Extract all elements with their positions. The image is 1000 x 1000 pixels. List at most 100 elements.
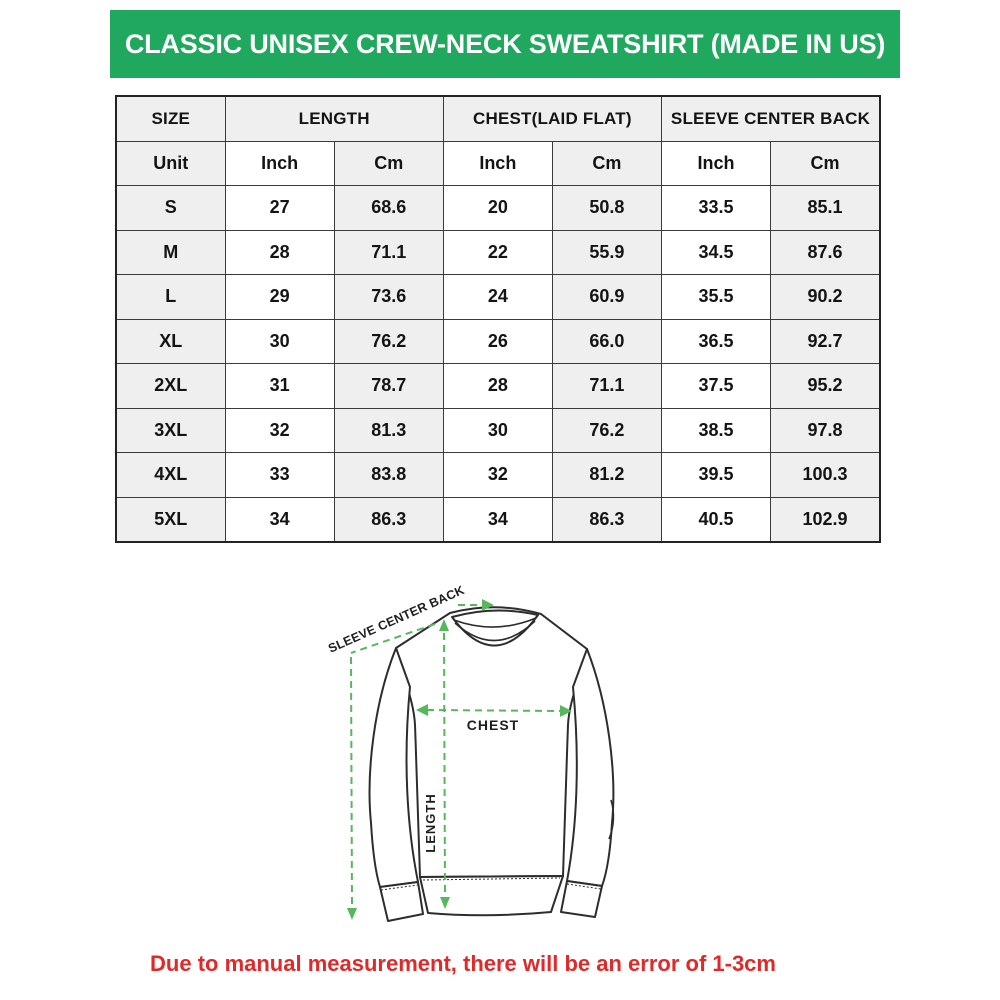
right-cuff-seam bbox=[566, 883, 602, 890]
right-sleeve-crease bbox=[608, 799, 615, 840]
value-cell: 37.5 bbox=[660, 363, 772, 409]
value-cell: 86.3 bbox=[333, 496, 444, 543]
unit-cell: Cm bbox=[551, 140, 662, 186]
size-cell: L bbox=[115, 274, 226, 320]
unit-cell: Inch bbox=[224, 140, 335, 186]
size-table: SIZE LENGTH CHEST(LAID FLAT) SLEEVE CENT… bbox=[115, 95, 881, 543]
value-cell: 92.7 bbox=[770, 318, 881, 364]
value-cell: 34 bbox=[442, 496, 553, 543]
value-cell: 31 bbox=[224, 363, 335, 409]
value-cell: 71.1 bbox=[551, 363, 662, 409]
value-cell: 27 bbox=[224, 185, 335, 231]
value-cell: 29 bbox=[224, 274, 335, 320]
unit-cell: Cm bbox=[333, 140, 444, 186]
unit-cell: Inch bbox=[442, 140, 553, 186]
value-cell: 87.6 bbox=[770, 229, 881, 275]
value-cell: 102.9 bbox=[770, 496, 881, 543]
size-cell: M bbox=[115, 229, 226, 275]
col-header-sleeve-center-back: SLEEVE CENTER BACK bbox=[660, 95, 881, 142]
size-cell: S bbox=[115, 185, 226, 231]
sweatshirt-waistband bbox=[419, 875, 564, 917]
size-cell: 4XL bbox=[115, 452, 226, 498]
value-cell: 83.8 bbox=[333, 452, 444, 498]
right-sleeve bbox=[566, 648, 615, 887]
value-cell: 76.2 bbox=[551, 407, 662, 453]
table-row: 5XL 34 86.3 34 86.3 40.5 102.9 bbox=[115, 496, 881, 543]
left-sleeve bbox=[368, 647, 419, 888]
value-cell: 39.5 bbox=[660, 452, 772, 498]
value-cell: 36.5 bbox=[660, 318, 772, 364]
table-row: S 27 68.6 20 50.8 33.5 85.1 bbox=[115, 185, 881, 231]
unit-cell: Cm bbox=[770, 140, 881, 186]
crew-neck-collar bbox=[451, 609, 539, 647]
diagram-label-chest: CHEST bbox=[467, 717, 519, 733]
table-unit-row: Unit Inch Cm Inch Cm Inch Cm bbox=[115, 140, 881, 186]
value-cell: 22 bbox=[442, 229, 553, 275]
length-arrow bbox=[439, 619, 450, 909]
value-cell: 50.8 bbox=[551, 185, 662, 231]
unit-cell: Unit bbox=[115, 140, 226, 186]
value-cell: 55.9 bbox=[551, 229, 662, 275]
table-row: 4XL 33 83.8 32 81.2 39.5 100.3 bbox=[115, 452, 881, 498]
title-banner: CLASSIC UNISEX CREW-NECK SWEATSHIRT (MAD… bbox=[110, 10, 900, 78]
value-cell: 33.5 bbox=[660, 185, 772, 231]
value-cell: 38.5 bbox=[660, 407, 772, 453]
value-cell: 34 bbox=[224, 496, 335, 543]
waistband-seam bbox=[422, 877, 561, 881]
value-cell: 76.2 bbox=[333, 318, 444, 364]
collar-rib-line-2 bbox=[454, 620, 536, 642]
value-cell: 73.6 bbox=[333, 274, 444, 320]
table-row: 2XL 31 78.7 28 71.1 37.5 95.2 bbox=[115, 363, 881, 409]
value-cell: 71.1 bbox=[333, 229, 444, 275]
value-cell: 97.8 bbox=[770, 407, 881, 453]
value-cell: 90.2 bbox=[770, 274, 881, 320]
right-cuff bbox=[560, 880, 603, 918]
measurement-error-note: Due to manual measurement, there will be… bbox=[150, 951, 776, 976]
value-cell: 81.2 bbox=[551, 452, 662, 498]
value-cell: 60.9 bbox=[551, 274, 662, 320]
value-cell: 66.0 bbox=[551, 318, 662, 364]
value-cell: 85.1 bbox=[770, 185, 881, 231]
value-cell: 100.3 bbox=[770, 452, 881, 498]
value-cell: 28 bbox=[224, 229, 335, 275]
value-cell: 86.3 bbox=[551, 496, 662, 543]
value-cell: 81.3 bbox=[333, 407, 444, 453]
left-cuff bbox=[379, 881, 424, 922]
chest-arrow bbox=[416, 704, 572, 717]
value-cell: 32 bbox=[224, 407, 335, 453]
size-cell: XL bbox=[115, 318, 226, 364]
size-diagram: SLEEVE CENTER BACK CHEST LENGTH bbox=[326, 583, 615, 922]
value-cell: 24 bbox=[442, 274, 553, 320]
value-cell: 20 bbox=[442, 185, 553, 231]
page-title: CLASSIC UNISEX CREW-NECK SWEATSHIRT (MAD… bbox=[124, 28, 886, 59]
col-header-size: SIZE bbox=[115, 95, 226, 142]
value-cell: 34.5 bbox=[660, 229, 772, 275]
value-cell: 95.2 bbox=[770, 363, 881, 409]
size-table-body: S 27 68.6 20 50.8 33.5 85.1 M 28 71.1 22 55.9 34.5 87… bbox=[115, 185, 881, 543]
value-cell: 32 bbox=[442, 452, 553, 498]
value-cell: 78.7 bbox=[333, 363, 444, 409]
value-cell: 26 bbox=[442, 318, 553, 364]
diagram-label-length: LENGTH bbox=[423, 793, 438, 852]
size-cell: 3XL bbox=[115, 407, 226, 453]
value-cell: 28 bbox=[442, 363, 553, 409]
value-cell: 68.6 bbox=[333, 185, 444, 231]
table-row: XL 30 76.2 26 66.0 36.5 92.7 bbox=[115, 318, 881, 364]
value-cell: 40.5 bbox=[660, 496, 772, 543]
value-cell: 30 bbox=[442, 407, 553, 453]
table-row: M 28 71.1 22 55.9 34.5 87.6 bbox=[115, 229, 881, 275]
value-cell: 33 bbox=[224, 452, 335, 498]
sleeve-center-back-arrow bbox=[347, 599, 494, 920]
table-row: 3XL 32 81.3 30 76.2 38.5 97.8 bbox=[115, 407, 881, 453]
unit-cell: Inch bbox=[660, 140, 772, 186]
size-cell: 2XL bbox=[115, 363, 226, 409]
col-header-chest: CHEST(LAID FLAT) bbox=[442, 95, 662, 142]
col-header-length: LENGTH bbox=[224, 95, 444, 142]
value-cell: 35.5 bbox=[660, 274, 772, 320]
table-row: L 29 73.6 24 60.9 35.5 90.2 bbox=[115, 274, 881, 320]
table-group-header-row: SIZE LENGTH CHEST(LAID FLAT) SLEEVE CENT… bbox=[115, 95, 881, 142]
collar-rib-line-1 bbox=[453, 617, 537, 628]
value-cell: 30 bbox=[224, 318, 335, 364]
size-cell: 5XL bbox=[115, 496, 226, 543]
